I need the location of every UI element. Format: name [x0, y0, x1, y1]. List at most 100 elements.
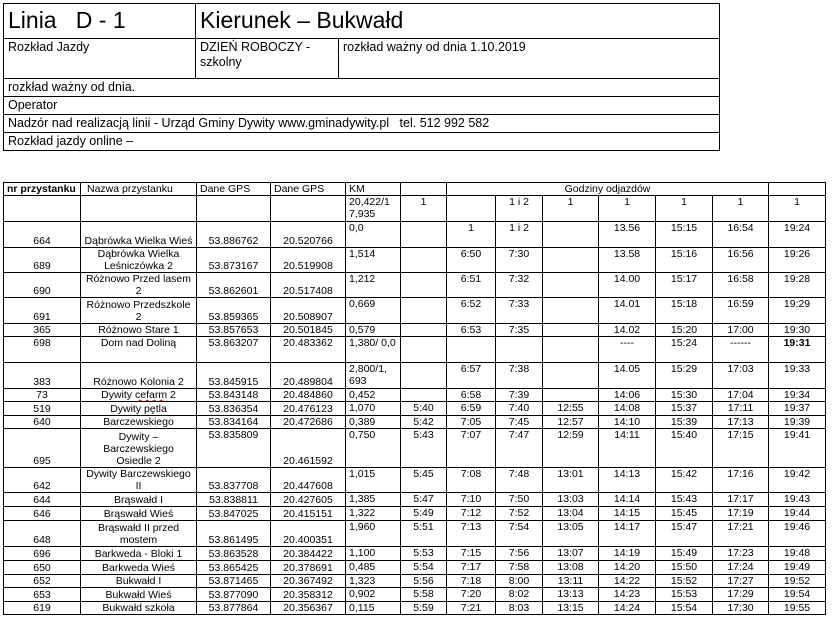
cell-km: 0,750: [345, 428, 401, 468]
cell-dep-4: [542, 336, 599, 363]
cell-dep-5: 14.05: [598, 362, 656, 389]
cell-gps-lon: 20.483362: [270, 336, 346, 363]
cell-dep-8: 19:55: [768, 601, 826, 615]
cell-dep-5: 14:22: [598, 574, 656, 588]
cell-dep-3: 7:39: [495, 388, 543, 402]
cell-dep-4: 13:05: [542, 520, 599, 547]
cell-dep-8: 19:41: [768, 428, 826, 468]
cell-dep-3: 7:50: [495, 492, 543, 507]
cell-dep-3: 7:38: [495, 362, 543, 389]
cell-dep-7: 17:04: [712, 388, 769, 402]
cell-dep-7: 17:19: [712, 506, 769, 521]
cell-gps-lat: 53.857653: [196, 323, 271, 337]
cell-dep-8: 19:30: [768, 323, 826, 337]
cell-stop-name: Dąbrówka Wielka Leśniczówka 2: [80, 247, 197, 273]
cell-stop-name: Brąswałd I: [80, 492, 197, 507]
cell-gps-lon: 20.501845: [270, 323, 346, 337]
cell-gps-lon: 20.378691: [270, 560, 346, 575]
cell-dep-7: 17:30: [712, 601, 769, 615]
subheader-km: 20,422/1 7,935: [345, 195, 401, 222]
schedule-label: Rozkład Jazdy: [3, 38, 196, 79]
cell-stop-name: Dom nad Doliną: [80, 336, 197, 363]
cell-dep-7: 17:15: [712, 428, 769, 468]
cell-gps-lon: 20.472686: [270, 415, 346, 429]
cell-gps-lon: 20.520766: [270, 221, 346, 248]
cell-gps-lat: 53.859365: [196, 297, 271, 324]
supervision: Nadzór nad realizacją linii - Urząd Gmin…: [3, 114, 720, 133]
cell-dep-2: 6:52: [446, 297, 496, 324]
cell-gps-lon: 20.356367: [270, 601, 346, 615]
col-gps-lat: Dane GPS: [196, 182, 271, 196]
cell-dep-8: 19:24: [768, 221, 826, 248]
cell-stop-name: Barkweda - Bloki 1: [80, 546, 197, 561]
cell-stop-number: 648: [3, 520, 81, 547]
cell-dep-2: 7:07: [446, 428, 496, 468]
cell-gps-lat: 53.836354: [196, 401, 271, 416]
cell-gps-lon: 20.484860: [270, 388, 346, 402]
table-row: 696 Barkweda - Bloki 1 53.863528 20.384422 1…: [3, 546, 826, 561]
cell-dep-5: 14:08: [598, 401, 656, 416]
cell-stop-number: 689: [3, 247, 81, 273]
cell-dep-4: 13:01: [542, 467, 599, 493]
cell-km: 0,389: [345, 415, 401, 429]
cell-dep-4: [542, 323, 599, 337]
cell-dep-6: 15:53: [655, 587, 713, 602]
cell-stop-name: Bukwałd szkoła: [80, 601, 197, 615]
cell-gps-lon: 20.489804: [270, 362, 346, 389]
cell-dep-7: 17:11: [712, 401, 769, 416]
cell-dep-1: 5:43: [400, 428, 447, 468]
cell-dep-7: 17:00: [712, 323, 769, 337]
cell-dep-2: 1: [446, 221, 496, 248]
cell-dep-7: 17:23: [712, 546, 769, 561]
cell-gps-lat: 53.847025: [196, 506, 271, 521]
cell-gps-lon: 20.367492: [270, 574, 346, 588]
table-row: 365 Różnowo Stare 1 53.857653 20.501845 0,57…: [3, 323, 826, 337]
cell-gps-lat: 53.873167: [196, 247, 271, 273]
cell-dep-6: 15:37: [655, 401, 713, 416]
online-schedule: Rozkład jazdy online –: [3, 132, 720, 151]
cell-dep-3: 7:56: [495, 546, 543, 561]
cell-dep-2: 6:57: [446, 362, 496, 389]
cell-dep-1: 5:54: [400, 560, 447, 575]
cell-dep-2: 7:15: [446, 546, 496, 561]
valid-from: rozkład ważny od dnia 1.10.2019: [338, 38, 720, 79]
cell-dep-6: 15:30: [655, 388, 713, 402]
cell-dep-7: 16:59: [712, 297, 769, 324]
cell-dep-6: 15:17: [655, 272, 713, 298]
subheader-gps-lon: [270, 195, 346, 222]
cell-dep-1: 5:59: [400, 601, 447, 615]
direction: Kierunek – Bukwałd: [195, 3, 720, 39]
cell-stop-name: Brąswałd Wieś: [80, 506, 197, 521]
cell-dep-6: 15:39: [655, 415, 713, 429]
cell-stop-number: 650: [3, 560, 81, 575]
cell-stop-number: 690: [3, 272, 81, 298]
subheader-stop-number: [3, 195, 81, 222]
cell-dep-1: 5:56: [400, 574, 447, 588]
col-gps-lon: Dane GPS: [270, 182, 346, 196]
cell-dep-8: 19:39: [768, 415, 826, 429]
cell-km: 1,385: [345, 492, 401, 507]
cell-stop-name: Bukwałd I: [80, 574, 197, 588]
cell-dep-4: 13:07: [542, 546, 599, 561]
cell-dep-3: 8:00: [495, 574, 543, 588]
cell-stop-number: 640: [3, 415, 81, 429]
cell-km: 0,115: [345, 601, 401, 615]
cell-dep-1: 5:58: [400, 587, 447, 602]
cell-dep-3: 7:45: [495, 415, 543, 429]
cell-dep-7: 16:56: [712, 247, 769, 273]
cell-km: 1,100: [345, 546, 401, 561]
cell-stop-name: Dąbrówka Wielka Wieś: [80, 221, 197, 248]
subheader-gps-lat: [196, 195, 271, 222]
cell-km: 1,514: [345, 247, 401, 273]
cell-dep-6: 15:24: [655, 336, 713, 363]
cell-gps-lat: 53.843148: [196, 388, 271, 402]
cell-km: 1,070: [345, 401, 401, 416]
table-row: 690 Różnowo Przed lasem 2 53.862601 20.5174…: [3, 272, 826, 298]
cell-stop-name: Dywity pętla: [80, 401, 197, 416]
cell-dep-2: 7:13: [446, 520, 496, 547]
line-header: Linia D - 1 Kierunek – Bukwałd Rozkład J…: [3, 3, 720, 151]
cell-dep-3: 7:30: [495, 247, 543, 273]
table-row: 691 Różnowo Przedszkole 2 53.859365 20.5089…: [3, 297, 826, 324]
cell-gps-lat: 53.834164: [196, 415, 271, 429]
